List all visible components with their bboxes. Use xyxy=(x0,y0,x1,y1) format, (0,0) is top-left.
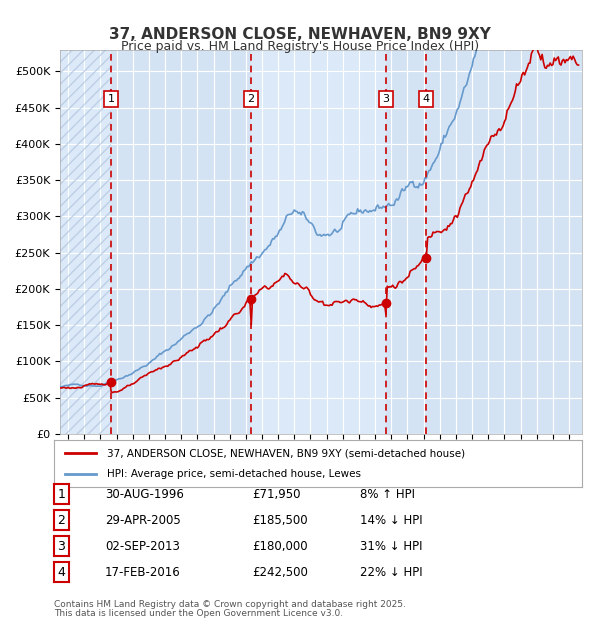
Text: Price paid vs. HM Land Registry's House Price Index (HPI): Price paid vs. HM Land Registry's House … xyxy=(121,40,479,53)
Text: 22% ↓ HPI: 22% ↓ HPI xyxy=(360,566,422,578)
Text: £180,000: £180,000 xyxy=(252,540,308,552)
Text: This data is licensed under the Open Government Licence v3.0.: This data is licensed under the Open Gov… xyxy=(54,609,343,618)
Text: 4: 4 xyxy=(422,94,429,104)
Bar xyxy=(426,50,582,434)
Text: 4: 4 xyxy=(58,566,65,578)
Text: 30-AUG-1996: 30-AUG-1996 xyxy=(105,488,184,500)
Text: 14% ↓ HPI: 14% ↓ HPI xyxy=(360,514,422,526)
Text: 8% ↑ HPI: 8% ↑ HPI xyxy=(360,488,415,500)
Text: Contains HM Land Registry data © Crown copyright and database right 2025.: Contains HM Land Registry data © Crown c… xyxy=(54,600,406,609)
Text: £185,500: £185,500 xyxy=(252,514,308,526)
Text: 3: 3 xyxy=(58,540,65,552)
Bar xyxy=(60,50,111,434)
Bar xyxy=(386,50,426,434)
Text: 31% ↓ HPI: 31% ↓ HPI xyxy=(360,540,422,552)
Text: 1: 1 xyxy=(107,94,115,104)
Text: £71,950: £71,950 xyxy=(252,488,301,500)
Text: HPI: Average price, semi-detached house, Lewes: HPI: Average price, semi-detached house,… xyxy=(107,469,361,479)
Text: 02-SEP-2013: 02-SEP-2013 xyxy=(105,540,180,552)
Text: 1: 1 xyxy=(58,488,65,500)
Text: 3: 3 xyxy=(382,94,389,104)
Text: 2: 2 xyxy=(248,94,255,104)
Text: 2: 2 xyxy=(58,514,65,526)
Text: 29-APR-2005: 29-APR-2005 xyxy=(105,514,181,526)
Text: 17-FEB-2016: 17-FEB-2016 xyxy=(105,566,181,578)
Text: 37, ANDERSON CLOSE, NEWHAVEN, BN9 9XY (semi-detached house): 37, ANDERSON CLOSE, NEWHAVEN, BN9 9XY (s… xyxy=(107,448,465,458)
Bar xyxy=(111,50,251,434)
Text: £242,500: £242,500 xyxy=(252,566,308,578)
Text: 37, ANDERSON CLOSE, NEWHAVEN, BN9 9XY: 37, ANDERSON CLOSE, NEWHAVEN, BN9 9XY xyxy=(109,27,491,42)
